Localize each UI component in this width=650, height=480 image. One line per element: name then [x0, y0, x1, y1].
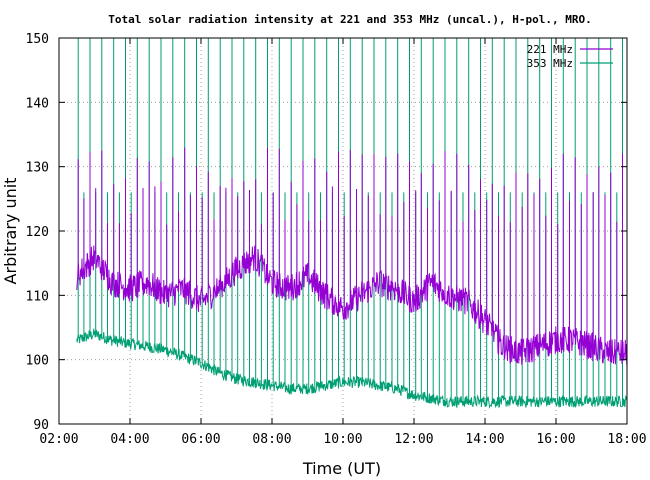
series-line-353mhz [76, 38, 628, 409]
y-tick-label: 90 [33, 418, 49, 433]
x-tick-label: 06:00 [181, 432, 220, 447]
x-tick-label: 12:00 [394, 432, 433, 447]
x-axis-label: Time (UT) [302, 459, 381, 478]
grid [59, 38, 627, 424]
x-tick-label: 16:00 [536, 432, 575, 447]
x-tick-label: 10:00 [323, 432, 362, 447]
y-tick-label: 150 [26, 32, 49, 47]
legend: 221 MHz 353 MHz [527, 43, 613, 70]
y-tick-label: 140 [26, 96, 49, 111]
y-axis-label: Arbitrary unit [1, 178, 20, 285]
plot-series [76, 38, 628, 409]
y-tick-label: 130 [26, 161, 49, 176]
x-tick-label: 18:00 [607, 432, 646, 447]
x-tick-label: 02:00 [39, 432, 78, 447]
legend-label-221mhz: 221 MHz [527, 43, 573, 56]
series-line-221mhz [76, 147, 628, 366]
chart-title: Total solar radiation intensity at 221 a… [108, 13, 591, 26]
x-tick-label: 04:00 [110, 432, 149, 447]
y-tick-label: 120 [26, 225, 49, 240]
x-tick-label: 14:00 [465, 432, 504, 447]
y-tick-label: 100 [26, 354, 49, 369]
y-tick-label: 110 [26, 289, 49, 304]
x-tick-label: 08:00 [252, 432, 291, 447]
legend-label-353mhz: 353 MHz [527, 57, 573, 70]
ticks: 90 100 110 120 130 140 150 02:00 04:00 06:00 08:00… [26, 32, 647, 447]
